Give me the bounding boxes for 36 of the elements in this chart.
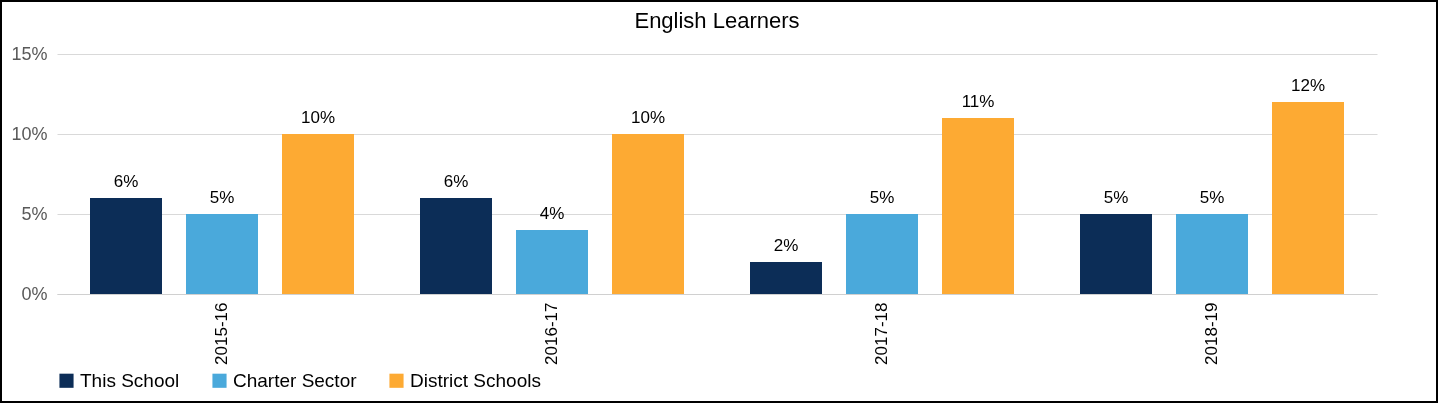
x-tick-label: 2018-19 <box>1202 302 1221 365</box>
bar <box>1176 214 1248 294</box>
chart-title: English Learners <box>634 8 800 33</box>
legend-label: This School <box>80 369 180 391</box>
data-label: 11% <box>961 92 995 111</box>
legend-label: Charter Sector <box>233 369 358 391</box>
data-label: 6% <box>443 172 469 191</box>
data-label: 6% <box>113 172 139 191</box>
data-label: 2% <box>773 236 799 255</box>
y-tick-label: 5% <box>21 203 48 224</box>
data-label: 4% <box>539 204 565 223</box>
data-label: 5% <box>209 188 235 207</box>
bar <box>420 198 492 294</box>
y-tick-label: 15% <box>11 43 48 64</box>
y-tick-label: 10% <box>11 123 48 144</box>
bar <box>90 198 162 294</box>
bar <box>1272 102 1344 294</box>
x-tick-label: 2016-17 <box>542 302 561 365</box>
data-label: 5% <box>869 188 895 207</box>
bar <box>942 118 1014 294</box>
bar <box>846 214 918 294</box>
data-label: 5% <box>1103 188 1129 207</box>
data-label: 12% <box>1290 76 1326 95</box>
x-tick-label: 2015-16 <box>212 302 231 365</box>
bar <box>750 262 822 294</box>
legend-label: District Schools <box>410 369 541 391</box>
bar <box>1080 214 1152 294</box>
bar <box>282 134 354 294</box>
bar <box>186 214 258 294</box>
data-label: 5% <box>1199 188 1225 207</box>
data-label: 10% <box>630 108 666 127</box>
x-tick-label: 2017-18 <box>872 302 891 365</box>
bar <box>516 230 588 294</box>
y-tick-label: 0% <box>21 283 48 304</box>
data-label: 10% <box>300 108 336 127</box>
bar <box>612 134 684 294</box>
